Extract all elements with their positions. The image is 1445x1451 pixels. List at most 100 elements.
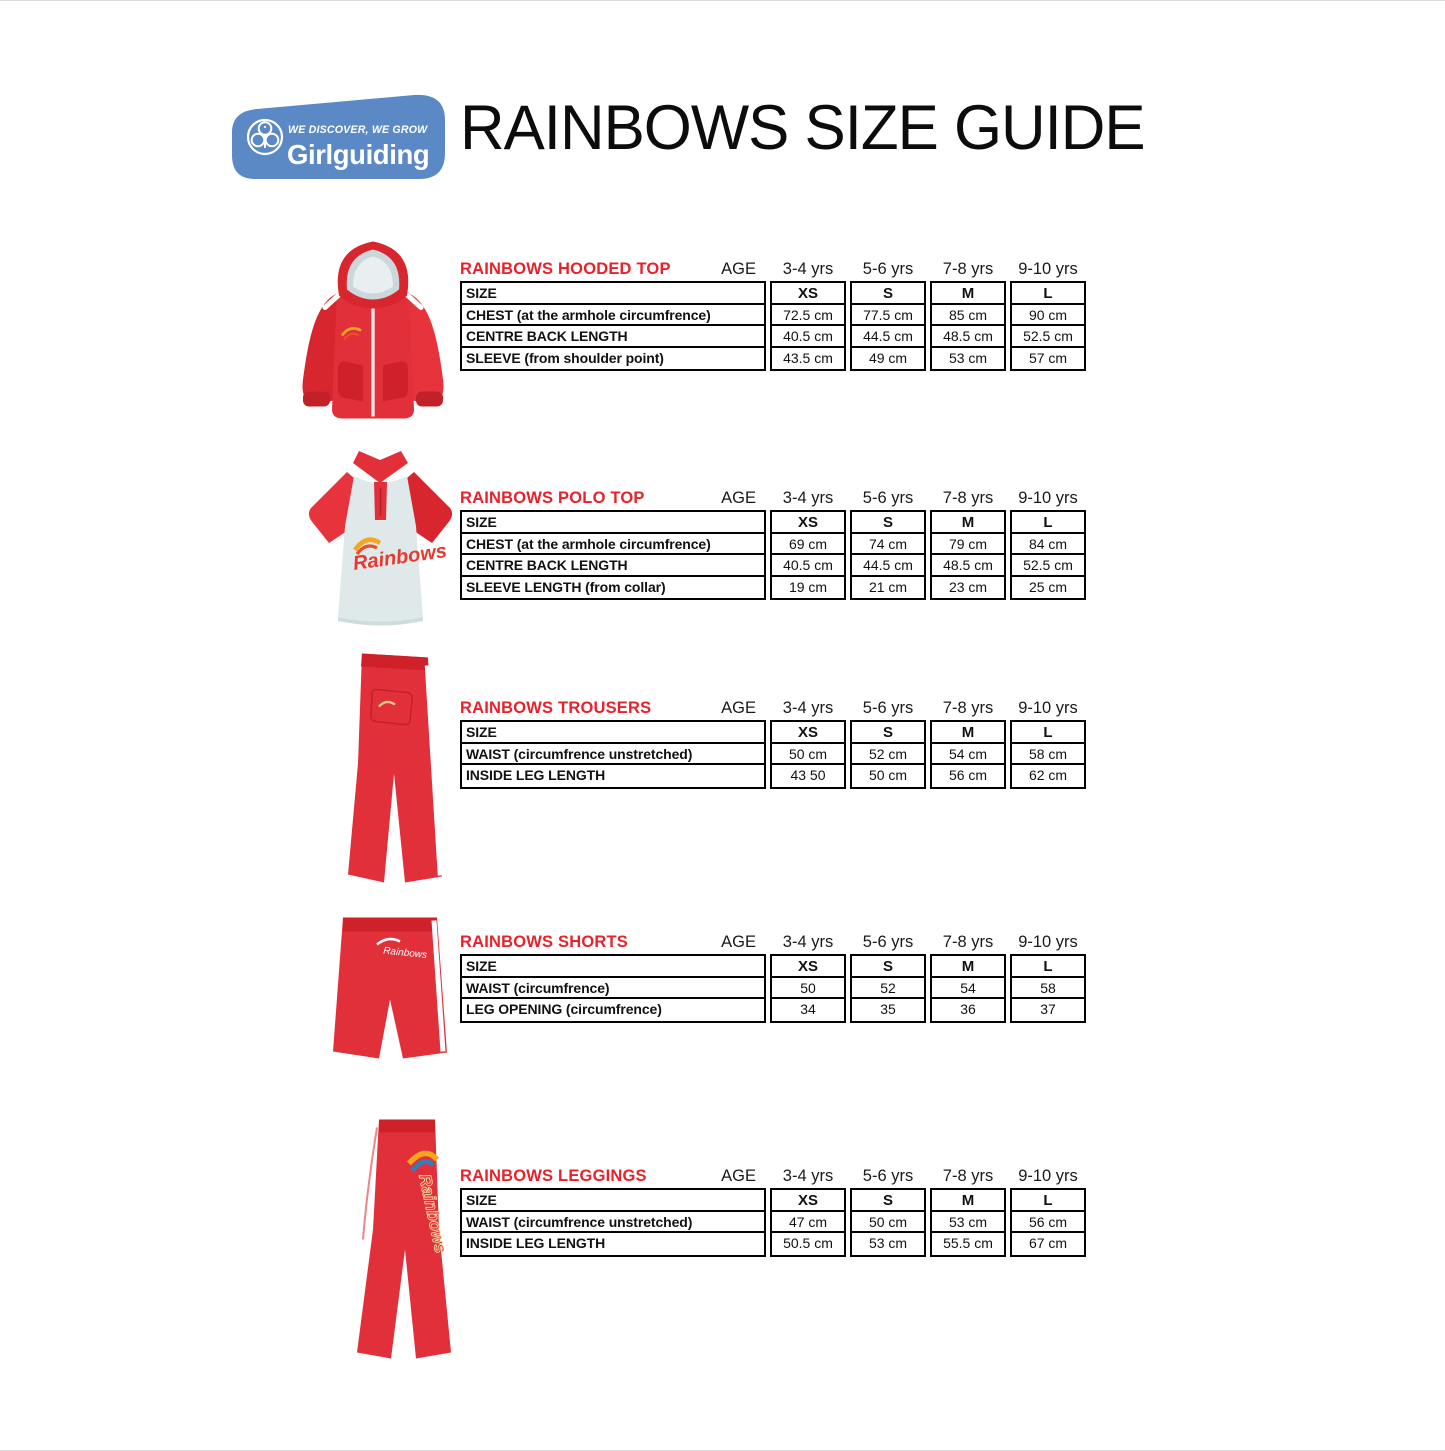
age-column-label: 9-10 yrs bbox=[1018, 489, 1078, 507]
row-label: SIZE bbox=[462, 1190, 764, 1212]
measurement-value-cell: 25 cm bbox=[1028, 578, 1068, 595]
age-column-label: 9-10 yrs bbox=[1018, 933, 1078, 951]
size-code-cell: M bbox=[932, 1190, 1004, 1212]
size-header-row: RAINBOWS LEGGINGS AGE 3-4 yrs 5-6 yrs 7-8 … bbox=[460, 1159, 1088, 1186]
size-data-column: L 58 cm 62 cm bbox=[1010, 720, 1086, 789]
measurement-value-cell: 48.5 cm bbox=[932, 555, 1004, 577]
product-image bbox=[283, 229, 463, 430]
size-block: RAINBOWS SHORTS AGE 3-4 yrs 5-6 yrs 7-8 yr… bbox=[460, 925, 1088, 1023]
measurement-label-column: SIZE CHEST (at the armhole circumfrence) C… bbox=[460, 281, 766, 371]
measurement-value-cell: 67 cm bbox=[1028, 1235, 1068, 1251]
size-code-cell: XS bbox=[772, 1190, 844, 1212]
section-title: RAINBOWS POLO TOP bbox=[460, 489, 645, 507]
polo-top-image: Rainbows bbox=[308, 451, 453, 626]
size-code-cell: S bbox=[852, 722, 924, 744]
trousers-image bbox=[348, 653, 443, 883]
page-edge-line bbox=[0, 0, 1445, 1]
size-data-column: L 58 37 bbox=[1010, 954, 1086, 1023]
measurement-value-cell: 50 cm bbox=[772, 744, 844, 765]
measurement-value-cell: 54 cm bbox=[932, 744, 1004, 765]
row-label: CENTRE BACK LENGTH bbox=[462, 326, 764, 348]
measurement-value-cell: 44.5 cm bbox=[852, 555, 924, 577]
measurement-value-cell: 72.5 cm bbox=[772, 305, 844, 326]
measurement-value-cell: 50 cm bbox=[852, 1212, 924, 1233]
product-image: Rainbows bbox=[293, 430, 468, 630]
size-code-cell: S bbox=[852, 512, 924, 534]
section-title: RAINBOWS SHORTS bbox=[460, 933, 628, 951]
measurement-label-column: SIZE WAIST (circumfrence unstretched) INSI… bbox=[460, 720, 766, 789]
size-data-column: XS 50 cm 43 50 bbox=[770, 720, 846, 789]
measurement-label-column: SIZE WAIST (circumfrence) LEG OPENING (cir… bbox=[460, 954, 766, 1023]
header-label-cell: RAINBOWS POLO TOP AGE bbox=[460, 489, 766, 508]
size-data-column: M 54 36 bbox=[930, 954, 1006, 1023]
measurement-value-cell: 21 cm bbox=[868, 578, 908, 595]
size-code-cell: XS bbox=[772, 283, 844, 305]
age-column-label: 5-6 yrs bbox=[862, 1167, 914, 1185]
age-column-label: 5-6 yrs bbox=[862, 489, 914, 507]
measurement-value-cell: 52 bbox=[852, 978, 924, 999]
measurement-label-column: SIZE WAIST (circumfrence unstretched) INSI… bbox=[460, 1188, 766, 1257]
size-code-cell: L bbox=[1012, 512, 1084, 534]
size-code-cell: L bbox=[1012, 722, 1084, 744]
size-header-row: RAINBOWS POLO TOP AGE 3-4 yrs 5-6 yrs 7-8 … bbox=[460, 481, 1088, 508]
row-label: CENTRE BACK LENGTH bbox=[462, 555, 764, 577]
size-block: RAINBOWS HOODED TOP AGE 3-4 yrs 5-6 yrs 7-… bbox=[460, 252, 1088, 371]
size-block: RAINBOWS POLO TOP AGE 3-4 yrs 5-6 yrs 7-8 … bbox=[460, 481, 1088, 600]
page-title: RAINBOWS SIZE GUIDE bbox=[460, 93, 1146, 163]
measurement-value-cell: 52.5 cm bbox=[1012, 555, 1084, 577]
age-column-label: 5-6 yrs bbox=[862, 699, 914, 717]
measurement-value-cell: 43 50 bbox=[790, 767, 826, 783]
product-image bbox=[322, 643, 467, 889]
measurement-value-cell: 23 cm bbox=[948, 578, 988, 595]
size-data-column: XS 47 cm 50.5 cm bbox=[770, 1188, 846, 1257]
size-data-column: S 77.5 cm 44.5 cm 49 cm bbox=[850, 281, 926, 371]
size-data-column: XS 69 cm 40.5 cm 19 cm bbox=[770, 510, 846, 600]
size-code-cell: L bbox=[1012, 283, 1084, 305]
size-code-cell: M bbox=[932, 283, 1004, 305]
row-label: SIZE bbox=[462, 512, 764, 534]
size-code-cell: M bbox=[932, 956, 1004, 978]
measurement-value-cell: 44.5 cm bbox=[852, 326, 924, 348]
age-column-label: 7-8 yrs bbox=[942, 933, 994, 951]
size-code-cell: L bbox=[1012, 956, 1084, 978]
size-block: RAINBOWS TROUSERS AGE 3-4 yrs 5-6 yrs 7-8 … bbox=[460, 691, 1088, 789]
age-column-label: 3-4 yrs bbox=[782, 699, 834, 717]
row-label: WAIST (circumfrence unstretched) bbox=[462, 744, 764, 765]
size-header-row: RAINBOWS TROUSERS AGE 3-4 yrs 5-6 yrs 7-8 … bbox=[460, 691, 1088, 718]
measurement-value-cell: 50 cm bbox=[868, 767, 908, 783]
size-data-column: M 54 cm 56 cm bbox=[930, 720, 1006, 789]
age-column-label: 7-8 yrs bbox=[942, 1167, 994, 1185]
measurement-value-cell: 40.5 cm bbox=[772, 555, 844, 577]
header-label-cell: RAINBOWS SHORTS AGE bbox=[460, 933, 766, 952]
product-image: Rainbows bbox=[333, 1109, 478, 1368]
measurement-value-cell: 53 cm bbox=[868, 1235, 908, 1251]
logo-tagline: WE DISCOVER, WE GROW bbox=[288, 124, 428, 136]
girlguiding-trefoil-icon bbox=[246, 118, 284, 156]
product-image: Rainbows bbox=[313, 903, 468, 1089]
age-label: AGE bbox=[721, 260, 756, 278]
row-label: SIZE bbox=[462, 283, 764, 305]
measurement-value-cell: 36 bbox=[960, 1001, 976, 1017]
size-data-column: S 50 cm 53 cm bbox=[850, 1188, 926, 1257]
size-code-cell: M bbox=[932, 512, 1004, 534]
size-table: SIZE CHEST (at the armhole circumfrence) C… bbox=[460, 281, 1088, 371]
measurement-value-cell: 19 cm bbox=[788, 578, 828, 595]
size-header-row: RAINBOWS SHORTS AGE 3-4 yrs 5-6 yrs 7-8 yr… bbox=[460, 925, 1088, 952]
size-data-column: S 52 35 bbox=[850, 954, 926, 1023]
measurement-value-cell: 47 cm bbox=[772, 1212, 844, 1233]
section-title: RAINBOWS TROUSERS bbox=[460, 699, 652, 717]
size-code-cell: XS bbox=[772, 722, 844, 744]
size-data-column: M 79 cm 48.5 cm 23 cm bbox=[930, 510, 1006, 600]
size-data-column: XS 50 34 bbox=[770, 954, 846, 1023]
header-label-cell: RAINBOWS HOODED TOP AGE bbox=[460, 260, 766, 279]
age-column-label: 3-4 yrs bbox=[782, 933, 834, 951]
age-column-label: 9-10 yrs bbox=[1018, 699, 1078, 717]
size-data-column: S 74 cm 44.5 cm 21 cm bbox=[850, 510, 926, 600]
size-code-cell: M bbox=[932, 722, 1004, 744]
size-code-cell: S bbox=[852, 283, 924, 305]
measurement-value-cell: 54 bbox=[932, 978, 1004, 999]
svg-text:Rainbows: Rainbows bbox=[415, 1172, 450, 1254]
